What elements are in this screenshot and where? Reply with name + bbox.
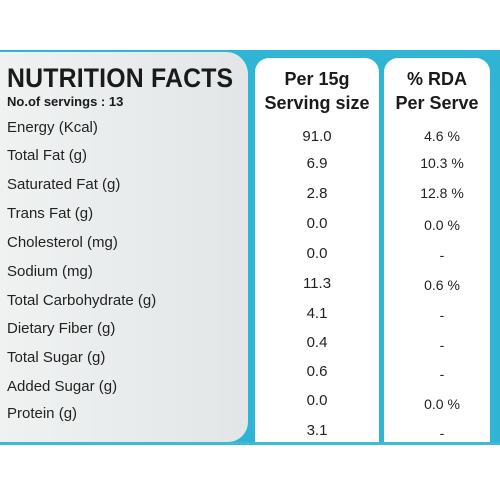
- nutrient-rda: -: [439, 425, 445, 441]
- nutrient-rda: 10.3 %: [420, 155, 464, 171]
- nutrient-value: 0.0: [306, 392, 328, 409]
- rda-header-line1: % RDA: [406, 69, 467, 89]
- nutrient-rda: 0.6 %: [424, 277, 460, 293]
- nutrient-row: Sodium (mg) 11.3 0.6 %: [0, 0, 500, 293]
- rda-header: % RDA Per Serve: [384, 67, 490, 115]
- bottom-edge-strip: [0, 442, 500, 445]
- nutrient-name: Dietary Fiber (g): [7, 320, 116, 337]
- nutrition-facts-title: NUTRITION FACTS: [7, 63, 234, 93]
- nutrient-row: Cholesterol (mg) 0.0 -: [0, 0, 500, 263]
- nutrient-row: Dietary Fiber (g) 0.4 -: [0, 0, 500, 353]
- nutrient-row: Total Sugar (g) 0.6 -: [0, 0, 500, 382]
- rda-header-line2: Per Serve: [395, 93, 479, 113]
- rda-column: [384, 58, 490, 442]
- nutrient-rda: -: [439, 247, 445, 263]
- nutrient-value: 4.1: [306, 305, 328, 322]
- servings-count: No.of servings : 13: [7, 94, 124, 109]
- nutrient-rda: -: [439, 366, 445, 382]
- nutrient-name: Added Sugar (g): [7, 378, 118, 395]
- serving-size-header: Per 15g Serving size: [255, 67, 379, 115]
- nutrient-value: 11.3: [302, 275, 332, 292]
- nutrient-rda: 4.6 %: [424, 128, 460, 144]
- nutrient-name: Sodium (mg): [7, 263, 93, 280]
- serving-size-header-line1: Per 15g: [284, 69, 350, 89]
- nutrient-row: Added Sugar (g) 0.0 0.0 %: [0, 0, 500, 412]
- serving-size-header-line2: Serving size: [264, 93, 370, 113]
- nutrient-name: Cholesterol (mg): [7, 234, 118, 251]
- nutrient-row: Saturated Fat (g) 2.8 12.8 %: [0, 0, 500, 202]
- nutrient-name: Total Sugar (g): [7, 349, 106, 366]
- nutrient-name: Saturated Fat (g): [7, 176, 121, 193]
- nutrient-name: Total Carbohydrate (g): [7, 292, 157, 309]
- nutrient-name: Trans Fat (g): [7, 205, 94, 222]
- nutrient-value: 2.8: [306, 185, 328, 202]
- nutrient-row: Protein (g) 3.1 -: [0, 0, 500, 441]
- nutrient-rda: 0.0 %: [424, 396, 460, 412]
- nutrient-name: Protein (g): [7, 405, 78, 422]
- nutrient-row: Trans Fat (g) 0.0 0.0 %: [0, 0, 500, 233]
- nutrient-names-panel: [0, 52, 248, 442]
- nutrient-name: Energy (Kcal): [7, 119, 98, 136]
- nutrient-row: Total Fat (g) 6.9 10.3 %: [0, 0, 500, 172]
- nutrient-value: 91.0: [302, 128, 332, 145]
- nutrient-value: 3.1: [306, 422, 328, 439]
- nutrient-name: Total Fat (g): [7, 147, 88, 164]
- nutrient-rda: 12.8 %: [420, 185, 464, 201]
- nutrient-value: 0.0: [306, 245, 328, 262]
- nutrient-value: 0.0: [306, 215, 328, 232]
- nutrient-rda: -: [439, 307, 445, 323]
- nutrient-value: 0.6: [306, 363, 328, 380]
- nutrient-value: 6.9: [306, 155, 328, 172]
- nutrient-row: Energy (Kcal) 91.0 4.6 %: [0, 0, 500, 145]
- nutrient-value: 0.4: [306, 334, 328, 351]
- nutrient-rda: 0.0 %: [424, 217, 460, 233]
- serving-size-column: [255, 58, 379, 442]
- nutrient-rda: -: [439, 337, 445, 353]
- nutrient-row: Total Carbohydrate (g) 4.1 -: [0, 0, 500, 323]
